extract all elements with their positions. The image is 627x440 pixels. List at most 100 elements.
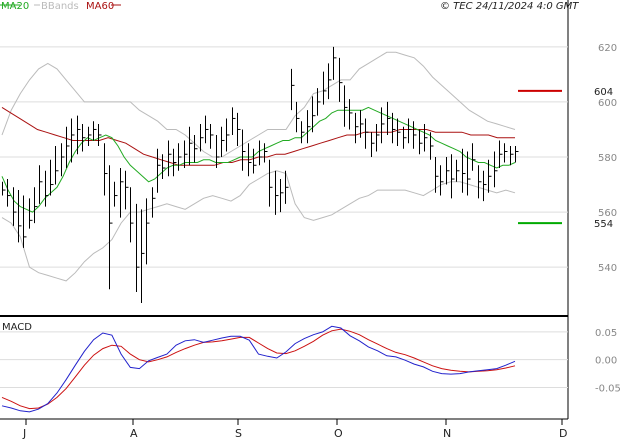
ohlc-bar (259, 140, 263, 166)
ohlc-bar (93, 121, 97, 141)
month-label: D (559, 427, 567, 440)
ohlc-bar (242, 129, 246, 171)
ma20-line (1, 106, 516, 213)
ohlc-bar (467, 151, 471, 196)
ohlc-bar (365, 118, 369, 149)
ohlc-bar (419, 129, 423, 155)
ohlc-bar (88, 126, 92, 146)
macd-title: MACD (2, 322, 32, 333)
ohlc-bar (237, 112, 241, 146)
ohlc-bar (446, 157, 450, 185)
price-tick-label: 580 (598, 153, 617, 164)
ohlc-bar (61, 143, 65, 177)
ohlc-bar (45, 170, 49, 207)
ohlc-bar (296, 101, 300, 133)
bollinger-bands (1, 51, 516, 282)
bb-lower-line (1, 170, 516, 282)
month-label: O (334, 427, 343, 440)
ohlc-bar (515, 145, 519, 163)
macd-tick-label: 0.00 (595, 356, 617, 367)
y-tick-labels: 540 560 580 600 620 0.05 0.00 -0.05 (595, 43, 621, 395)
ohlc-bar (403, 126, 407, 149)
ohlc-bar (146, 198, 150, 265)
ohlc-bars (2, 46, 519, 303)
ohlc-bar (248, 143, 252, 177)
ohlc-bar (408, 118, 412, 144)
ohlc-bar (504, 143, 508, 163)
price-levels: 604 554 (518, 87, 613, 230)
ohlc-bar (98, 123, 102, 146)
ohlc-bar (120, 168, 124, 218)
ohlc-bar (333, 46, 337, 80)
ohlc-bar (253, 148, 257, 174)
ohlc-bar (339, 57, 343, 102)
bb-upper-line (1, 51, 516, 158)
ohlc-bar (312, 96, 316, 133)
ohlc-bar (77, 115, 81, 155)
ohlc-bar (130, 187, 134, 243)
ohlc-bar (39, 165, 43, 204)
ohlc-bar (435, 157, 439, 193)
ohlc-bar (472, 143, 476, 171)
macd-lines (1, 325, 516, 413)
ohlc-bar (301, 121, 305, 144)
bbands-legend-label: BBands (41, 1, 79, 12)
ohlc-bar (226, 118, 230, 152)
gridlines (0, 46, 568, 388)
price-tick-label: 540 (598, 263, 617, 274)
ohlc-bar (104, 143, 108, 196)
ohlc-bar (173, 148, 177, 177)
resistance-level-label: 604 (594, 87, 613, 98)
ohlc-bar (168, 140, 172, 177)
ma20-legend-label: MA20 (1, 1, 29, 12)
ohlc-bar (488, 159, 492, 193)
ohlc-bar (71, 118, 75, 163)
ohlc-bar (269, 159, 273, 207)
ohlc-bar (232, 107, 236, 135)
ohlc-bar (152, 187, 156, 218)
ohlc-bar (125, 170, 129, 210)
ohlc-bar (210, 123, 214, 149)
month-label: J (22, 427, 26, 440)
ohlc-bar (328, 63, 332, 100)
ohlc-bar (189, 126, 193, 166)
ohlc-bar (462, 148, 466, 193)
ma60-legend-label: MA60 (86, 1, 114, 12)
ohlc-bar (136, 203, 140, 292)
ohlc-bar (2, 181, 6, 196)
macd-tick-label: -0.05 (595, 383, 621, 394)
month-label: N (443, 427, 451, 440)
ohlc-bar (344, 85, 348, 127)
ohlc-bar (109, 165, 113, 290)
ohlc-bar (200, 123, 204, 152)
ohlc-bar (216, 134, 220, 169)
ohlc-bar (264, 143, 268, 163)
ohlc-bar (451, 154, 455, 199)
ohlc-bar (82, 123, 86, 152)
ohlc-bar (317, 88, 321, 116)
ohlc-bar (50, 159, 54, 196)
ohlc-bar (424, 123, 428, 152)
ohlc-bar (440, 165, 444, 196)
ohlc-bar (66, 126, 70, 169)
ohlc-bar (114, 181, 118, 207)
price-tick-label: 620 (598, 43, 617, 54)
month-label: S (235, 427, 242, 440)
ohlc-bar (376, 123, 380, 152)
ohlc-bar (221, 126, 225, 157)
ohlc-bar (499, 140, 503, 169)
price-tick-label: 600 (598, 98, 617, 109)
macd-tick-label: 0.05 (595, 328, 617, 339)
ohlc-bar (478, 165, 482, 199)
ohlc-bar (456, 159, 460, 182)
ohlc-bar (381, 107, 385, 144)
ohlc-bar (184, 140, 188, 169)
moving-averages (1, 106, 516, 213)
ohlc-bar (178, 143, 182, 171)
ohlc-bar (205, 115, 209, 144)
ohlc-bar (29, 198, 33, 229)
ohlc-bar (392, 112, 396, 144)
ohlc-bar (430, 132, 434, 160)
support-level-label: 554 (594, 219, 613, 230)
